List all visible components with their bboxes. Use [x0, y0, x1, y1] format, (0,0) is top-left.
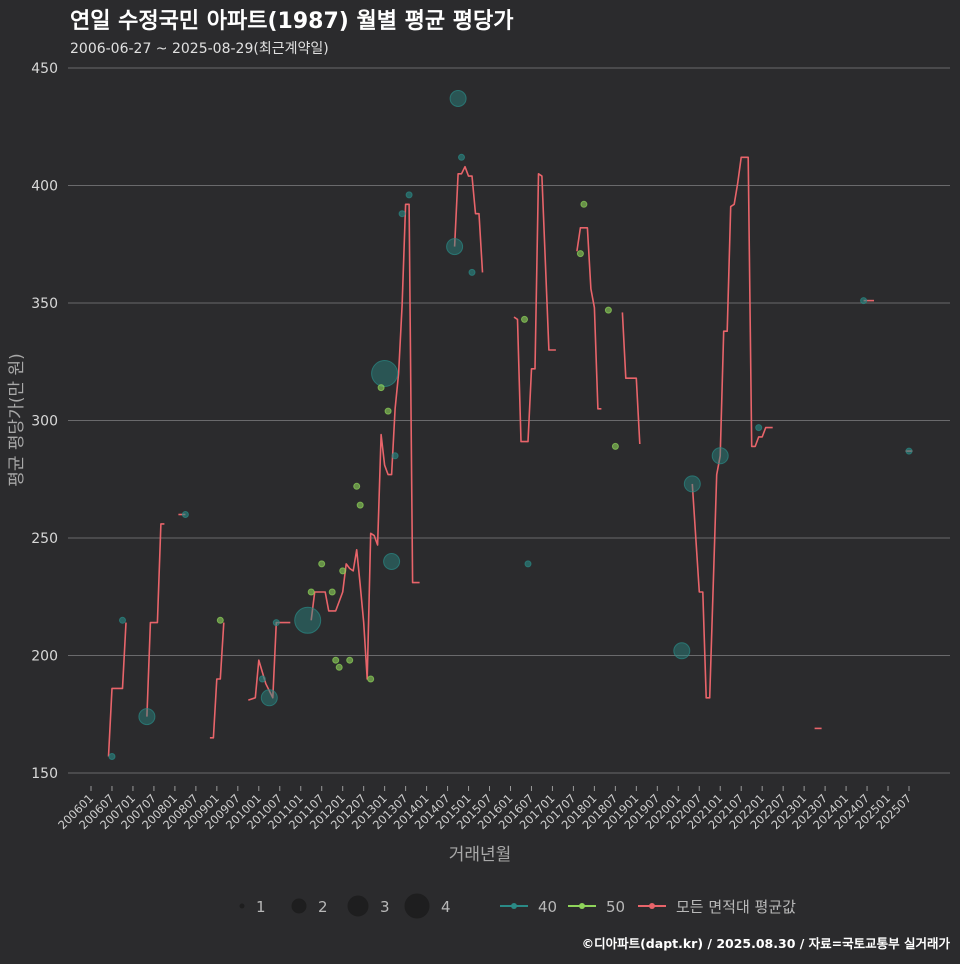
chart-title: 연일 수정국민 아파트(1987) 월별 평균 평당가 — [70, 9, 513, 34]
scatter-point-40 — [260, 689, 278, 707]
scatter-point-40 — [258, 675, 266, 683]
scatter-point-40 — [405, 191, 413, 199]
scatter-point-40 — [524, 560, 532, 568]
x-axis-label: 거래년월 — [449, 845, 512, 865]
scatter-point-50 — [580, 200, 588, 208]
y-tick-label: 150 — [31, 766, 58, 782]
average-line-segment-7 — [513, 173, 556, 443]
y-tick-label: 350 — [31, 296, 58, 312]
scatter-point-40 — [458, 153, 465, 161]
average-line-segment-4 — [248, 621, 291, 701]
scatter-point-50 — [216, 616, 224, 624]
legend-key-dot-0 — [511, 903, 517, 909]
scatter-point-40 — [391, 452, 399, 460]
scatter-point-50 — [356, 501, 364, 509]
average-line-segment-3 — [209, 622, 225, 739]
legend-size-marker-1 — [239, 903, 245, 909]
legend-size-label: 4 — [441, 898, 451, 916]
legend: 1 2 3 4 40 50 모든 면적대 평균값 — [239, 893, 796, 919]
y-tick-label: 300 — [31, 414, 58, 430]
scatter-point-50 — [521, 315, 528, 323]
average-line-segment-9 — [621, 312, 641, 445]
gridlines — [68, 67, 950, 774]
scatter-point-40 — [181, 511, 189, 518]
average-line-segment-0 — [107, 622, 127, 757]
scatter-point-50 — [332, 656, 340, 664]
scatter-point-40 — [711, 447, 729, 465]
scatter-point-50 — [377, 384, 385, 392]
scatter-point-40 — [449, 90, 467, 107]
average-line-segment-6 — [453, 165, 484, 273]
scatter-point-40 — [119, 616, 126, 624]
legend-size-label: 3 — [380, 898, 390, 916]
legend-size-marker-3 — [347, 895, 369, 917]
legend-label: 40 — [538, 898, 557, 916]
average-line-segment-1 — [146, 523, 165, 717]
scatter-point-50 — [318, 560, 326, 568]
scatter-point-50 — [307, 588, 315, 596]
scatter-point-40 — [755, 424, 763, 432]
scatter-point-50 — [384, 407, 392, 415]
scatter-point-40 — [446, 238, 464, 256]
scatter-point-50 — [367, 675, 375, 683]
legend-size-marker-4 — [404, 893, 430, 919]
scatter-point-40 — [398, 210, 406, 218]
average-line-series — [107, 156, 913, 757]
scatter-point-40 — [108, 753, 116, 760]
scatter-point-40 — [673, 642, 691, 660]
legend-label: 모든 면적대 평균값 — [676, 898, 796, 916]
scatter-point-50 — [335, 663, 343, 671]
scatter-point-40 — [860, 297, 868, 305]
scatter-point-40 — [371, 360, 399, 387]
scatter-series — [108, 90, 913, 760]
y-tick-label: 450 — [31, 61, 58, 77]
scatter-point-50 — [339, 567, 347, 575]
scatter-point-40 — [905, 447, 913, 455]
scatter-point-40 — [468, 268, 476, 276]
scatter-point-50 — [611, 442, 619, 450]
scatter-point-50 — [346, 656, 354, 664]
scatter-point-50 — [353, 482, 361, 490]
scatter-point-40 — [138, 708, 156, 726]
legend-key-dot-2 — [649, 903, 655, 909]
y-tick-label: 200 — [31, 649, 58, 665]
average-line-segment-10 — [691, 156, 773, 699]
scatter-point-50 — [328, 588, 336, 596]
scatter-point-40 — [683, 475, 701, 493]
legend-size-marker-2 — [291, 898, 307, 914]
average-line-segment-8 — [576, 227, 602, 410]
legend-size-label: 1 — [256, 898, 266, 916]
legend-key-dot-1 — [579, 903, 585, 909]
scatter-point-40 — [294, 606, 322, 634]
credit-text: ©디아파트(dapt.kr) / 2025.08.30 / 자료=국토교통부 실… — [582, 936, 951, 951]
legend-label: 50 — [606, 898, 625, 916]
legend-size-label: 2 — [318, 898, 328, 916]
chart-subtitle: 2006-06-27 ~ 2025-08-29(최근계약일) — [70, 41, 329, 57]
y-tick-label: 250 — [31, 531, 58, 547]
scatter-point-40 — [383, 553, 401, 570]
y-axis-ticks: 150 200 250 300 350 400 450 — [31, 61, 58, 782]
scatter-point-50 — [576, 250, 584, 258]
y-tick-label: 400 — [31, 179, 58, 195]
scatter-point-50 — [604, 306, 612, 314]
scatter-point-40 — [272, 619, 280, 627]
y-axis-label: 평균 평당가(만 원) — [7, 353, 27, 487]
